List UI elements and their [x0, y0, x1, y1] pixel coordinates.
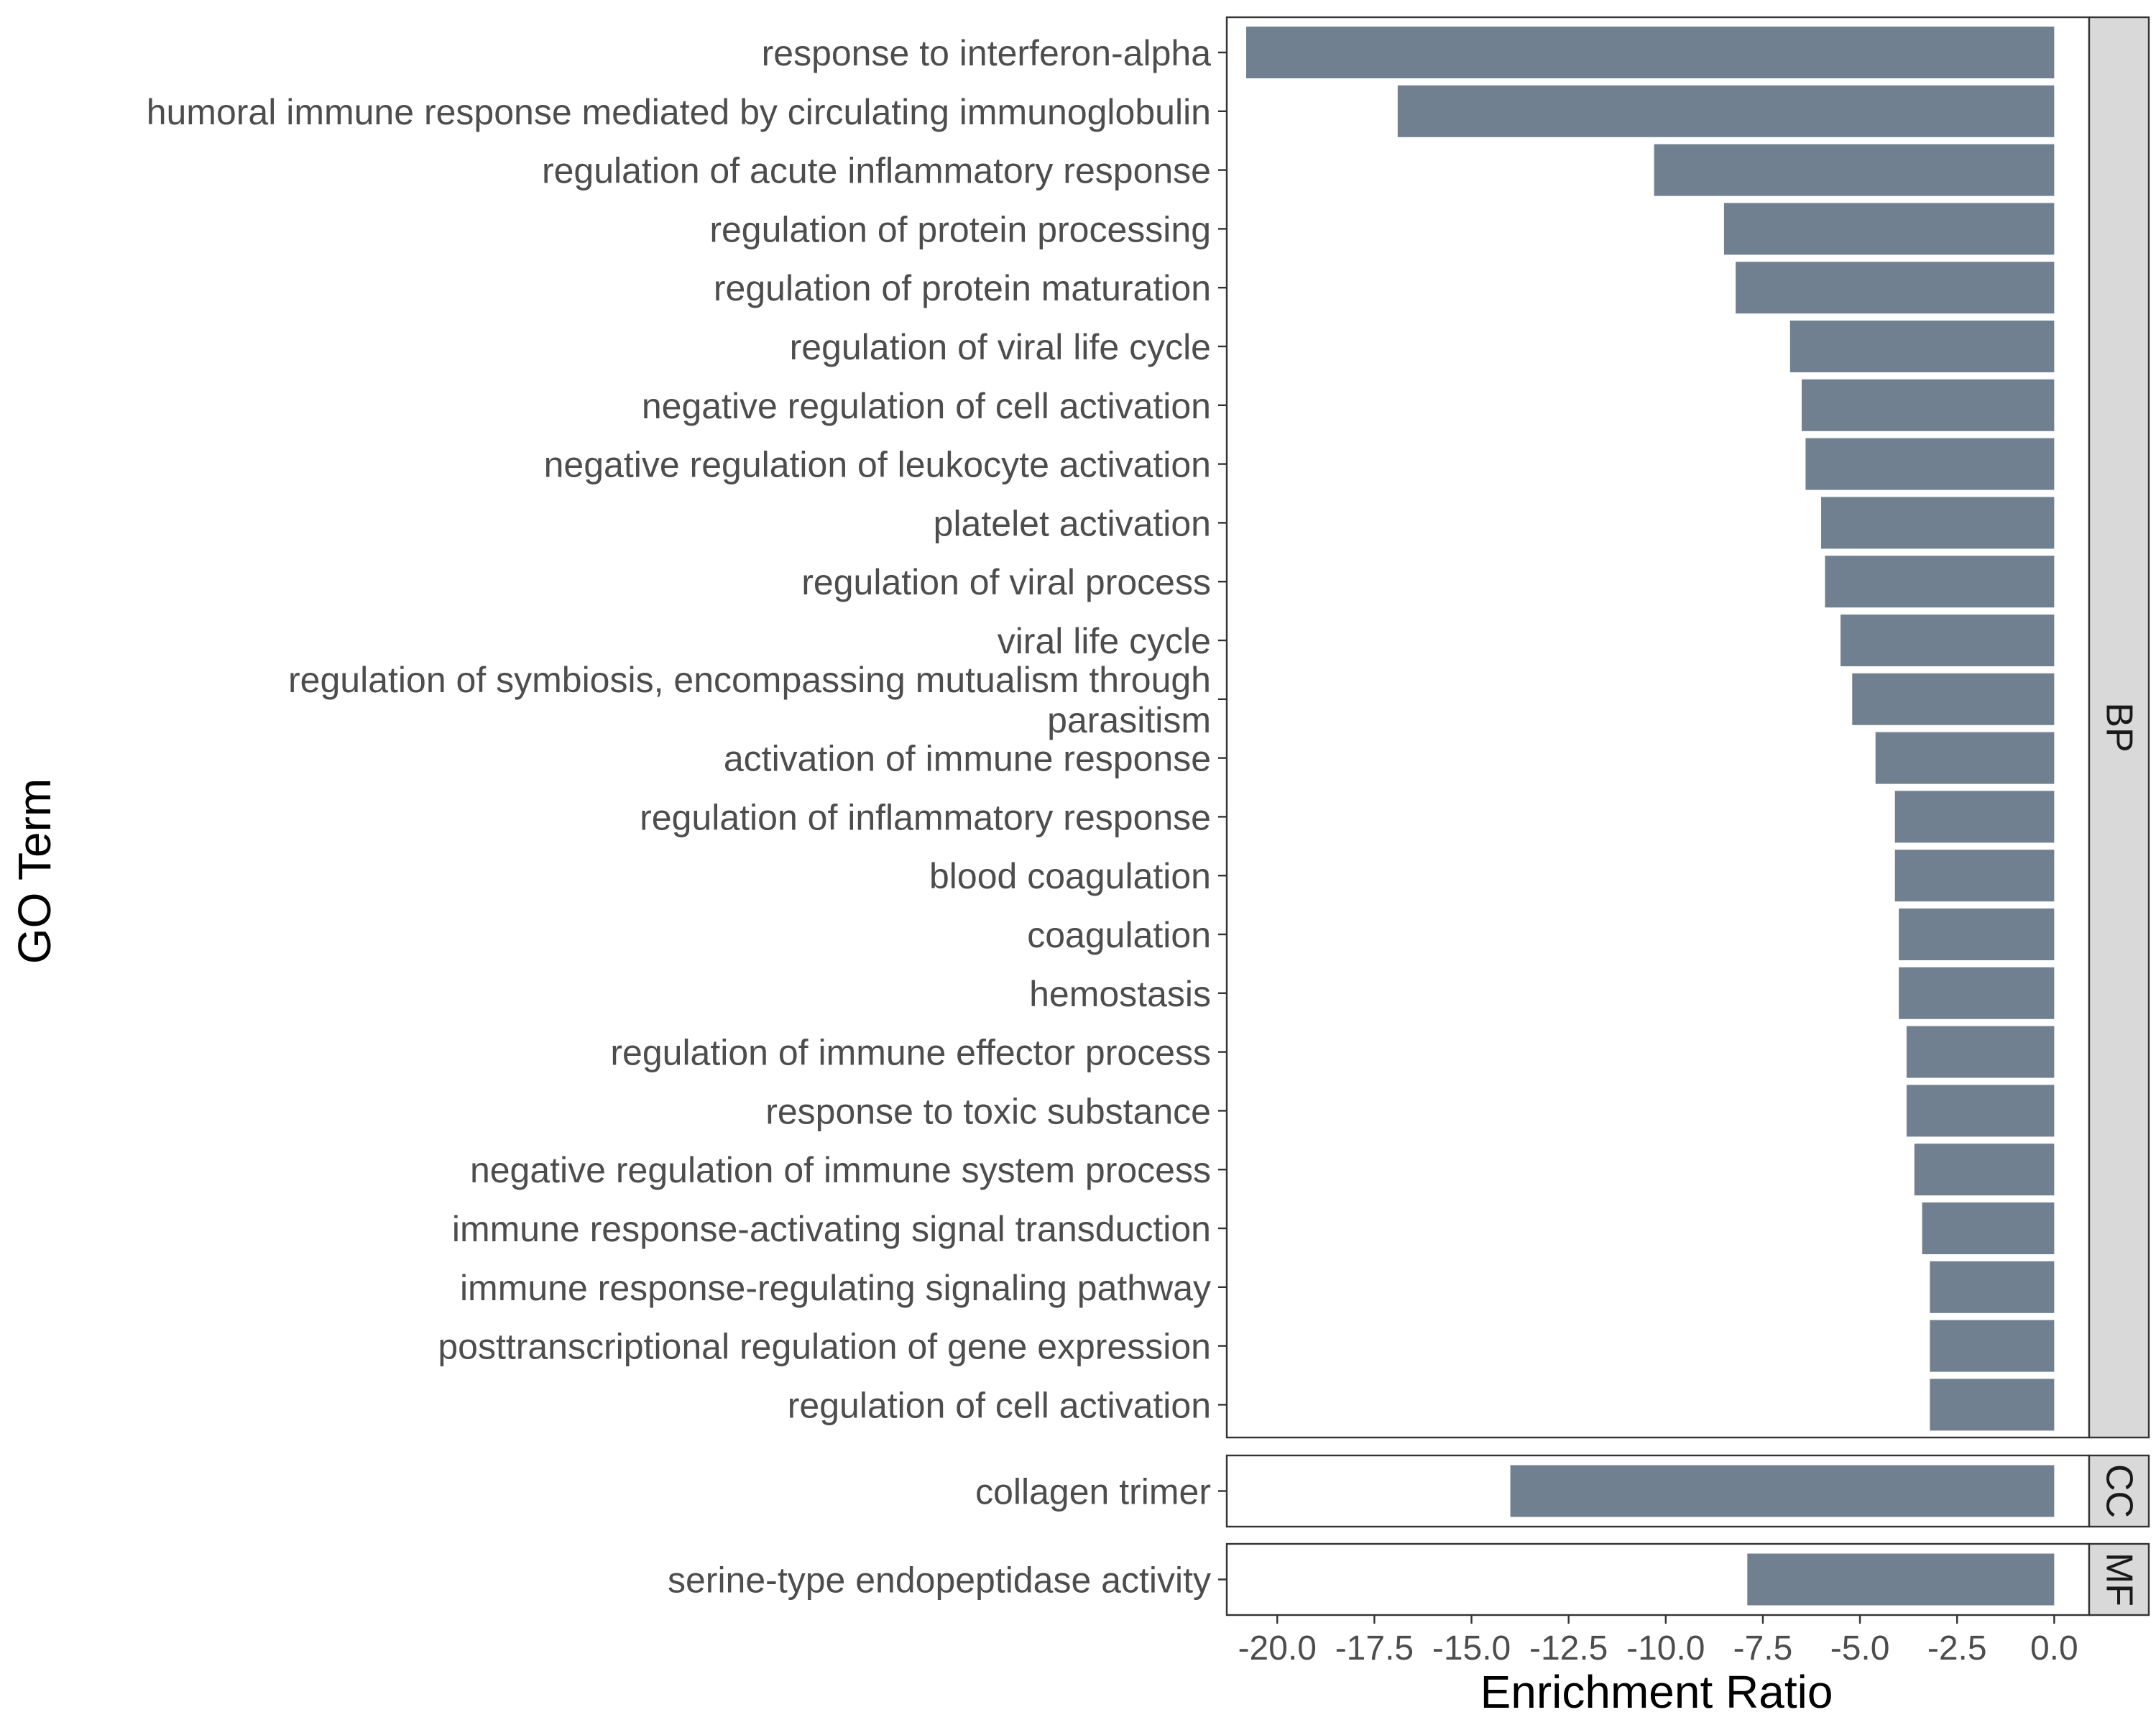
bar [1802, 379, 2055, 431]
bar [1510, 1465, 2055, 1517]
x-tick-label: -15.0 [1432, 1629, 1511, 1668]
category-label: negative regulation of cell activation [642, 386, 1211, 426]
x-tick-label: -20.0 [1238, 1629, 1317, 1668]
bar [1875, 732, 2055, 784]
bar [1654, 144, 2055, 196]
bar [1922, 1202, 2055, 1254]
facet-strip [2088, 1454, 2150, 1528]
category-label: activation of immune response [724, 739, 1211, 779]
x-tick-label: -12.5 [1529, 1629, 1608, 1668]
x-axis: -20.0 -17.5 -15.0 -12.5 -10.0 -7.5 -5.0 -2.5 0.0 [1238, 1615, 2078, 1668]
facet-panels: BP response to interferon-alpha humoral im… [147, 16, 2150, 1616]
category-label: serine-type endopeptidase activity [668, 1560, 1211, 1601]
bar [1930, 1379, 2055, 1431]
category-label: regulation of acute inflammatory respons… [542, 151, 1211, 191]
bar [1397, 85, 2055, 137]
category-label: viral life cycle [998, 621, 1211, 661]
category-label: regulation of inflammatory response [640, 797, 1211, 837]
y-axis-title: GO Term [9, 778, 60, 964]
category-label: humoral immune response mediated by circ… [147, 92, 1211, 132]
bar [1894, 850, 2055, 902]
bar [1246, 27, 2055, 78]
x-axis-title: Enrichment Ratio [1480, 1666, 1833, 1718]
category-label: regulation of cell activation [788, 1385, 1211, 1425]
bar [1805, 438, 2055, 490]
bar [1821, 497, 2055, 549]
bar [1899, 908, 2055, 960]
category-label: coagulation [1027, 915, 1211, 955]
bar [1841, 615, 2055, 666]
bar [1930, 1320, 2055, 1372]
bar [1723, 203, 2055, 255]
category-label: regulation of protein maturation [714, 268, 1211, 308]
bar [1906, 1026, 2055, 1078]
bar [1852, 673, 2055, 725]
bar [1894, 791, 2055, 843]
x-tick-label: -10.0 [1626, 1629, 1705, 1668]
category-label: blood coagulation [929, 856, 1211, 896]
bar [1825, 556, 2055, 608]
category-label: collagen trimer [975, 1472, 1211, 1512]
category-label: regulation of viral life cycle [790, 327, 1211, 367]
category-label: immune response-regulating signaling pat… [460, 1268, 1211, 1308]
panel-cc: CC collagen trimer [975, 1454, 2150, 1528]
bar [1914, 1144, 2055, 1196]
facet-strip-label: MF [2099, 1552, 2140, 1606]
category-label: response to interferon-alpha [762, 33, 1212, 73]
category-label: hemostasis [1029, 974, 1211, 1014]
category-label: posttranscriptional regulation of gene e… [438, 1327, 1211, 1367]
category-label: negative regulation of leukocyte activat… [544, 445, 1211, 485]
category-label: immune response-activating signal transd… [452, 1209, 1211, 1249]
category-label: negative regulation of immune system pro… [470, 1150, 1211, 1190]
facet-strip [2088, 1542, 2150, 1616]
category-label: response to toxic substance [765, 1091, 1211, 1131]
x-tick-label: -2.5 [1927, 1629, 1987, 1668]
facet-strip-label: BP [2099, 702, 2140, 752]
bar [1899, 967, 2055, 1019]
panel-bp: BP response to interferon-alpha humoral im… [147, 16, 2150, 1439]
category-label: regulation of immune effector process [610, 1033, 1211, 1073]
bar [1747, 1553, 2055, 1606]
facet-strip [2088, 16, 2150, 1439]
category-label: regulation of viral process [801, 562, 1211, 602]
x-tick-label: -17.5 [1335, 1629, 1414, 1668]
category-label: regulation of symbiosis, encompassing mu… [288, 660, 1211, 740]
category-label: regulation of protein processing [709, 209, 1211, 249]
panel-mf: MF serine-type endopeptidase activity [668, 1542, 2150, 1616]
x-tick-label: -5.0 [1830, 1629, 1890, 1668]
x-tick-label: 0.0 [2030, 1629, 2078, 1668]
bar [1930, 1261, 2055, 1313]
x-tick-label: -7.5 [1733, 1629, 1793, 1668]
category-label: platelet activation [934, 503, 1211, 543]
facet-strip-label: CC [2099, 1464, 2140, 1518]
bar [1736, 262, 2055, 314]
bar [1789, 321, 2055, 372]
bar [1906, 1085, 2055, 1137]
